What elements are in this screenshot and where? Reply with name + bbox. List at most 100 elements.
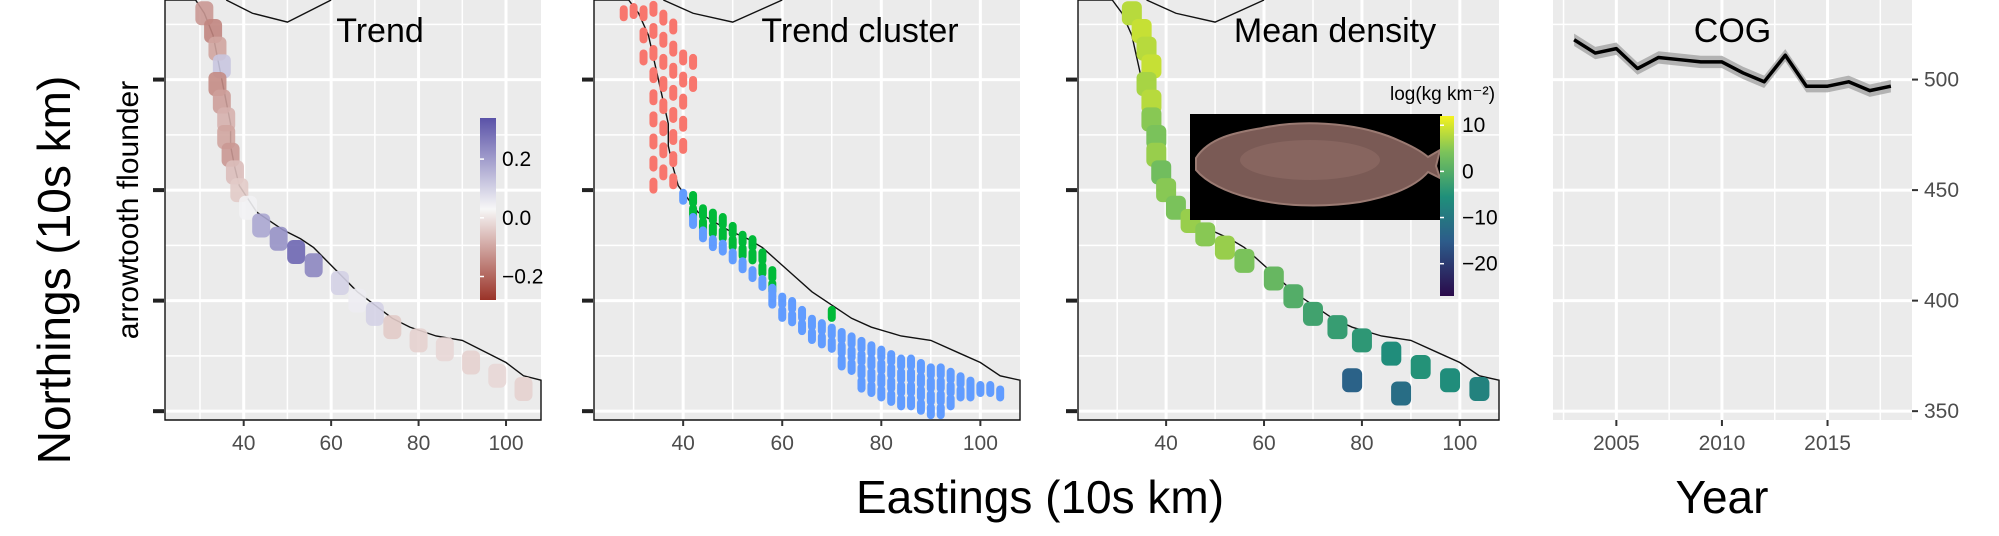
cog-y-tick-label: 450 bbox=[1924, 179, 1959, 202]
cluster-point bbox=[887, 363, 896, 380]
panel-trend-cluster-title: Trend cluster bbox=[761, 12, 958, 50]
cluster-point bbox=[659, 76, 668, 92]
density-cell bbox=[1410, 354, 1431, 379]
cluster-point bbox=[679, 71, 688, 88]
cluster-point bbox=[827, 336, 836, 353]
density-cell bbox=[1342, 368, 1363, 393]
density-cell bbox=[1469, 377, 1490, 402]
mean-density-x-tick-label: 80 bbox=[1350, 432, 1373, 455]
cluster-point bbox=[689, 53, 698, 70]
trend-cluster-x-tick-label: 60 bbox=[771, 432, 794, 455]
density-cell bbox=[1234, 248, 1255, 273]
cluster-point bbox=[778, 292, 787, 309]
panel-trend-ticks: 40 60 80 100 bbox=[153, 77, 524, 455]
cluster-point bbox=[907, 394, 916, 411]
density-colorbar-label: −10 bbox=[1462, 207, 1498, 230]
cluster-point bbox=[738, 244, 747, 260]
cluster-point bbox=[897, 394, 906, 411]
cluster-point bbox=[807, 328, 816, 344]
cluster-point bbox=[916, 385, 925, 402]
cluster-point bbox=[946, 394, 955, 411]
trend-cluster-x-tick-label: 80 bbox=[870, 432, 893, 455]
trend-colorbar-label: 0.2 bbox=[502, 148, 531, 171]
trend-cell bbox=[269, 226, 288, 251]
cluster-point bbox=[976, 381, 985, 398]
cluster-point bbox=[718, 213, 727, 230]
cluster-point bbox=[847, 345, 856, 362]
density-colorbar-label: 0 bbox=[1462, 160, 1474, 183]
trend-cell bbox=[383, 315, 402, 340]
density-cell bbox=[1302, 301, 1323, 326]
trend-x-tick-label: 40 bbox=[232, 432, 255, 455]
cluster-point bbox=[708, 221, 717, 238]
cluster-point bbox=[936, 376, 945, 393]
cluster-point bbox=[986, 381, 995, 398]
trend-colorbar bbox=[480, 118, 496, 300]
cluster-point bbox=[679, 93, 688, 110]
cluster-point bbox=[827, 305, 836, 322]
cluster-point bbox=[669, 151, 678, 168]
cluster-point bbox=[748, 235, 757, 252]
panel-cog-series bbox=[1573, 33, 1892, 97]
cluster-point bbox=[817, 319, 826, 336]
cluster-point bbox=[936, 403, 945, 420]
cluster-point bbox=[867, 367, 876, 384]
trend-legend: 0.2 0.0 −0.2 bbox=[480, 118, 543, 300]
cluster-point bbox=[857, 336, 866, 353]
trend-cell bbox=[462, 350, 481, 375]
cluster-point bbox=[837, 354, 846, 371]
mean-density-x-tick-label: 100 bbox=[1442, 432, 1477, 455]
cluster-point bbox=[748, 266, 757, 283]
cluster-point bbox=[639, 49, 648, 66]
cluster-point bbox=[778, 305, 787, 322]
panel-mean-density-title: Mean density bbox=[1234, 12, 1436, 50]
cluster-point bbox=[926, 403, 935, 420]
cluster-point bbox=[798, 305, 807, 322]
trend-colorbar-label: 0.0 bbox=[502, 207, 531, 230]
cluster-point bbox=[827, 323, 836, 340]
cluster-point bbox=[897, 354, 906, 371]
panel-trend-cluster-grid bbox=[594, 0, 1020, 420]
y-axis-title: Northings (10s km) bbox=[28, 76, 80, 465]
cluster-point bbox=[659, 142, 668, 159]
cluster-point bbox=[649, 177, 658, 194]
cluster-point bbox=[649, 155, 658, 172]
trend-cell bbox=[239, 195, 258, 220]
cluster-point bbox=[689, 76, 698, 92]
trend-cell bbox=[409, 328, 428, 353]
cog-ribbon bbox=[1574, 33, 1891, 97]
cluster-point bbox=[807, 314, 816, 331]
cluster-point bbox=[649, 22, 658, 39]
cluster-point bbox=[698, 204, 707, 221]
cog-y-tick-label: 400 bbox=[1924, 290, 1959, 313]
cog-line bbox=[1573, 38, 1892, 93]
cluster-point bbox=[758, 261, 767, 278]
density-colorbar-label: −20 bbox=[1462, 253, 1498, 276]
cluster-point bbox=[748, 248, 757, 265]
cluster-point bbox=[946, 381, 955, 398]
cluster-point bbox=[718, 226, 727, 243]
panel-mean-density-ticks: 40 60 80 100 bbox=[1066, 77, 1477, 455]
panel-trend-cluster-background bbox=[594, 0, 1020, 420]
cluster-point bbox=[897, 381, 906, 398]
cluster-point bbox=[956, 385, 965, 402]
cog-x-tick-label: 2015 bbox=[1804, 432, 1851, 455]
cluster-point bbox=[639, 5, 648, 22]
density-cell bbox=[1381, 341, 1402, 366]
row-label: arrowtooth flounder bbox=[112, 81, 145, 340]
mean-density-x-tick-label: 40 bbox=[1154, 432, 1177, 455]
cluster-point bbox=[887, 376, 896, 393]
cluster-point bbox=[867, 341, 876, 358]
cluster-point bbox=[936, 363, 945, 380]
trend-cluster-strait-outline bbox=[663, 0, 783, 23]
x-axis-title-maps: Eastings (10s km) bbox=[856, 471, 1224, 523]
panel-mean-density-cells bbox=[1121, 1, 1490, 406]
cluster-point bbox=[669, 40, 678, 57]
cluster-point bbox=[768, 266, 777, 283]
cluster-point bbox=[926, 376, 935, 393]
cluster-point bbox=[649, 89, 658, 106]
cluster-point bbox=[916, 358, 925, 375]
cluster-point bbox=[649, 0, 658, 17]
cluster-point bbox=[649, 111, 658, 128]
cog-y-tick-label: 500 bbox=[1924, 69, 1959, 92]
